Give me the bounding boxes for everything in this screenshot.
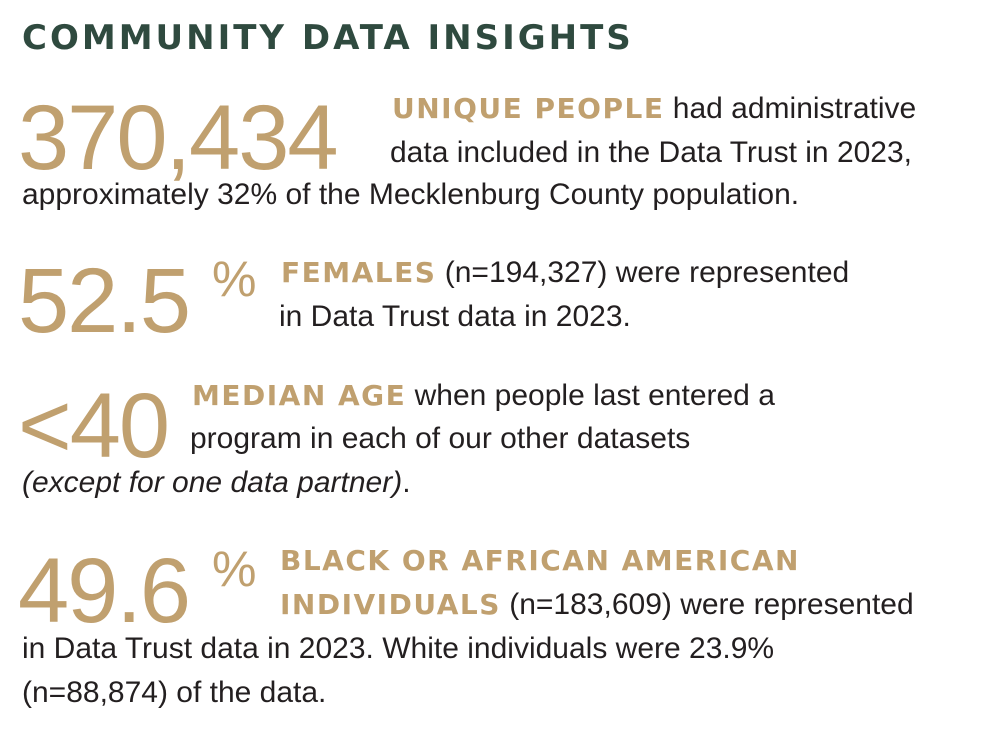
stat-black-individuals-line1: BLACK OR AFRICAN AMERICAN [280,546,800,576]
stat-median-age-note-end: . [402,466,411,499]
stat-black-individuals-line2: INDIVIDUALS (n=183,609) were represented [280,590,914,620]
stat-females-number: 52.5 [18,250,191,352]
stat-median-age-line3: (except for one data partner). [22,468,411,498]
stat-black-individuals-highlight-2: INDIVIDUALS [280,588,501,621]
stat-unique-people-line1-rest: had administrative [664,92,917,125]
stat-females-line1: FEMALES (n=194,327) were represented [281,258,849,288]
stat-median-age-note: (except for one data partner) [22,466,403,499]
stat-black-individuals-number: 49.6 [18,540,191,642]
stat-females-percent: % [212,251,257,307]
stat-black-individuals-line2-rest: (n=183,609) were represented [500,588,914,621]
stat-unique-people-number: 370,434 [18,87,339,189]
stat-unique-people-highlight: UNIQUE PEOPLE [392,92,665,125]
page-title: COMMUNITY DATA INSIGHTS [22,18,634,58]
stat-females-line1-rest: (n=194,327) were represented [436,256,850,289]
stat-median-age-line1: MEDIAN AGE when people last entered a [192,381,775,411]
stat-black-individuals-highlight-1: BLACK OR AFRICAN AMERICAN [280,544,800,577]
stat-black-individuals-line4: (n=88,874) of the data. [22,676,327,709]
stat-black-individuals-percent: % [212,541,257,597]
stat-unique-people-line1: UNIQUE PEOPLE had administrative [392,94,916,124]
stat-unique-people-line2: data included in the Data Trust in 2023, [390,136,913,169]
stat-black-individuals-line3: in Data Trust data in 2023. White indivi… [22,632,775,665]
stat-median-age-highlight: MEDIAN AGE [192,379,407,412]
stat-females-highlight: FEMALES [281,256,437,289]
stat-median-age-number: <40 [18,375,170,477]
stat-median-age-line1-rest: when people last entered a [406,379,775,412]
stat-median-age-line2: program in each of our other datasets [190,422,691,455]
stat-females-line2: in Data Trust data in 2023. [279,300,631,333]
stat-unique-people-line3: approximately 32% of the Mecklenburg Cou… [22,178,800,211]
